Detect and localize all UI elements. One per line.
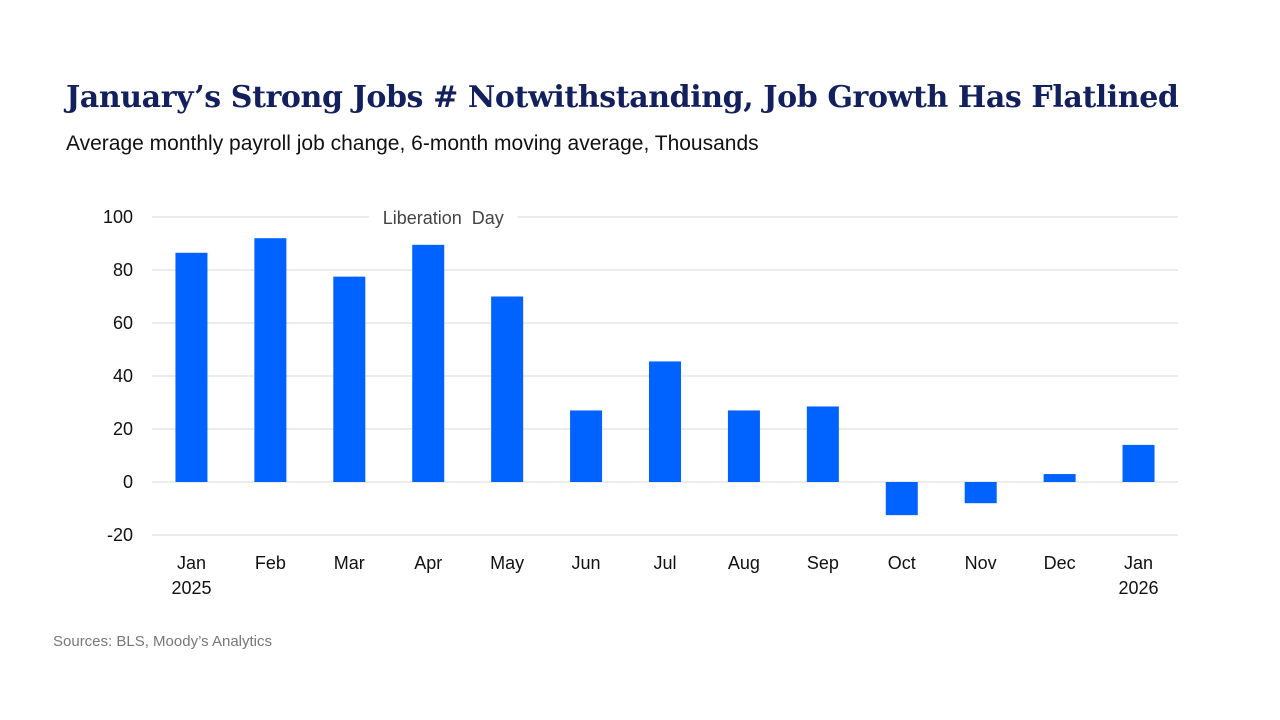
bar: [806, 406, 839, 482]
x-tick-label: Oct: [888, 553, 916, 573]
y-tick-label: 20: [113, 419, 133, 439]
y-tick-label: 60: [113, 313, 133, 333]
x-tick-label: May: [490, 553, 524, 573]
bar: [491, 296, 524, 482]
y-tick-label: 40: [113, 366, 133, 386]
x-tick-year-label: 2025: [171, 578, 211, 598]
x-tick-label: Jul: [653, 553, 676, 573]
annotation-background: [369, 206, 518, 228]
y-axis-ticks: -20 0 20 40 60 80 100: [103, 207, 133, 545]
bar: [570, 410, 603, 482]
x-tick-label: Jun: [572, 553, 601, 573]
x-tick-label: Mar: [334, 553, 365, 573]
bar: [254, 238, 287, 482]
chart-title: January’s Strong Jobs # Notwithstanding,…: [66, 80, 1179, 115]
bars: [175, 238, 1155, 516]
bar: [727, 410, 760, 482]
x-tick-label: Jan: [1124, 553, 1153, 573]
x-tick-label: Sep: [807, 553, 839, 573]
bar: [333, 276, 366, 482]
bar: [412, 244, 445, 482]
y-tick-label: 100: [103, 207, 133, 227]
y-tick-label: -20: [107, 525, 133, 545]
chart-subtitle: Average monthly payroll job change, 6-mo…: [66, 132, 759, 155]
x-tick-label: Jan: [177, 553, 206, 573]
x-tick-label: Dec: [1044, 553, 1076, 573]
bar: [964, 482, 997, 504]
liberation-day-annotation: Liberation Day: [383, 208, 504, 228]
bar: [1122, 444, 1155, 482]
x-tick-year-label: 2026: [1119, 578, 1159, 598]
x-tick-label: Nov: [965, 553, 997, 573]
bar: [175, 252, 208, 482]
bar: [1043, 474, 1076, 482]
bar: [649, 361, 681, 482]
y-tick-label: 0: [123, 472, 133, 492]
x-tick-label: Feb: [255, 553, 286, 573]
x-tick-label: Apr: [414, 553, 442, 573]
annotations: Liberation Day: [369, 206, 518, 228]
x-axis-ticks: Jan 2025 Feb Mar Apr May Jun Jul Aug Sep Oct Nov Dec…: [171, 553, 1158, 598]
x-tick-label: Aug: [728, 553, 760, 573]
y-tick-label: 80: [113, 260, 133, 280]
bar: [885, 482, 918, 516]
source-note: Sources: BLS, Moody’s Analytics: [53, 633, 272, 650]
